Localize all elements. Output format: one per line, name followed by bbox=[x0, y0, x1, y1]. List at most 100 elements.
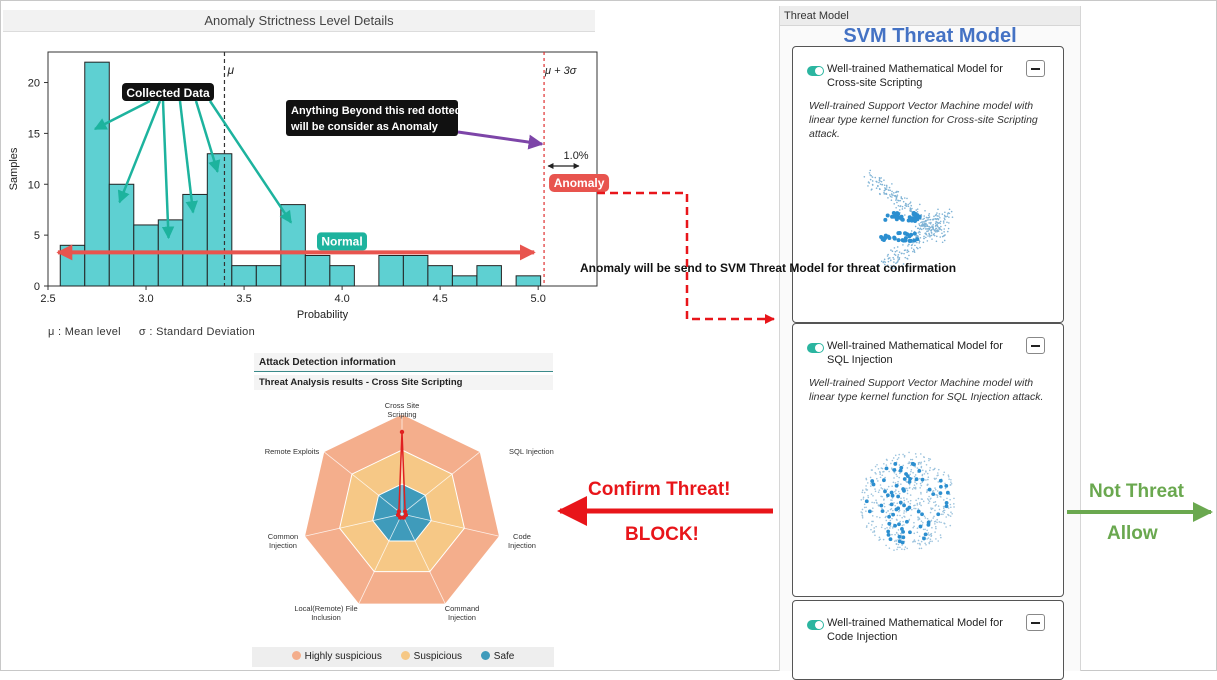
radar-series-point bbox=[402, 509, 408, 514]
scatter-point bbox=[897, 480, 899, 483]
scatter-point bbox=[930, 234, 933, 237]
scatter-point bbox=[870, 528, 872, 531]
scatter-point bbox=[910, 508, 913, 511]
scatter-point bbox=[943, 471, 946, 474]
scatter-point bbox=[935, 227, 937, 230]
histogram-bar bbox=[206, 153, 233, 287]
scatter-point bbox=[925, 233, 928, 236]
scatter-point bbox=[883, 179, 885, 181]
scatter-point bbox=[896, 458, 899, 461]
scatter-point bbox=[939, 236, 942, 238]
legend-note: μ : Mean level σ : Standard Deviation bbox=[48, 326, 255, 338]
scatter-point bbox=[873, 530, 876, 533]
scatter-point bbox=[912, 540, 915, 543]
scatter-point bbox=[891, 499, 893, 501]
scatter-point bbox=[867, 496, 870, 499]
scatter-point bbox=[869, 476, 872, 479]
scatter-point bbox=[922, 225, 924, 227]
scatter-point bbox=[908, 462, 911, 464]
scatter-point bbox=[928, 232, 930, 235]
scatter-point bbox=[906, 249, 909, 252]
scatter-point bbox=[861, 508, 864, 511]
scatter-point bbox=[893, 549, 895, 551]
scatter-point bbox=[935, 220, 937, 223]
scatter-point bbox=[927, 235, 929, 237]
scatter-point bbox=[939, 495, 941, 498]
radar-series-point bbox=[401, 515, 406, 520]
scatter-point bbox=[916, 467, 919, 469]
scatter-point bbox=[927, 476, 930, 479]
scatter-point bbox=[917, 247, 919, 250]
scatter-point bbox=[863, 175, 866, 178]
scatter-point bbox=[925, 543, 927, 546]
scatter-point bbox=[935, 527, 937, 530]
scatter-point bbox=[874, 176, 877, 179]
scatter-point bbox=[942, 473, 945, 476]
scatter-point bbox=[916, 208, 919, 210]
scatter-point bbox=[920, 498, 923, 500]
scatter-point bbox=[904, 256, 907, 259]
collapse-icon[interactable] bbox=[1026, 60, 1045, 77]
scatter-point bbox=[916, 531, 919, 534]
scatter-point bbox=[925, 463, 928, 466]
toggle-switch-icon[interactable] bbox=[807, 620, 824, 630]
scatter-point bbox=[909, 499, 912, 502]
scatter-point bbox=[898, 251, 901, 253]
scatter-point bbox=[891, 517, 893, 520]
scatter-point bbox=[932, 468, 934, 471]
scatter-point-dense bbox=[864, 499, 869, 504]
scatter-point bbox=[865, 510, 867, 512]
scatter-point-dense bbox=[900, 238, 905, 243]
scatter-point bbox=[918, 547, 921, 550]
scatter-point bbox=[926, 219, 929, 221]
scatter-point bbox=[900, 252, 903, 255]
scatter-point bbox=[916, 241, 918, 244]
scatter-point bbox=[950, 481, 952, 483]
scatter-point-dense bbox=[931, 492, 936, 497]
scatter-point bbox=[881, 183, 883, 186]
scatter-point-dense bbox=[886, 234, 891, 239]
scatter-point bbox=[914, 453, 917, 455]
scatter-point bbox=[897, 204, 900, 207]
radar-axis-label: SQL Injection bbox=[509, 447, 554, 456]
scatter-point bbox=[938, 228, 941, 230]
scatter-point bbox=[922, 222, 924, 224]
scatter-point bbox=[874, 488, 876, 490]
scatter-point bbox=[934, 222, 937, 225]
toggle-switch-icon[interactable] bbox=[807, 66, 824, 76]
scatter-point bbox=[916, 504, 919, 506]
scatter-point-dense bbox=[944, 504, 949, 509]
collapse-icon[interactable] bbox=[1026, 614, 1045, 631]
scatter-point bbox=[942, 507, 945, 510]
radar-axis-label: Remote Exploits bbox=[265, 447, 320, 456]
threat-analysis-subheader: Threat Analysis results - Cross Site Scr… bbox=[254, 375, 553, 390]
scatter-point bbox=[916, 527, 919, 530]
scatter-point-dense bbox=[938, 484, 943, 489]
scatter-point bbox=[926, 538, 928, 540]
scatter-point bbox=[936, 490, 939, 492]
scatter-point bbox=[925, 236, 927, 239]
scatter-point bbox=[895, 539, 897, 542]
anomaly-badge bbox=[549, 174, 610, 192]
scatter-point bbox=[868, 172, 871, 174]
radar-axis-label: Injection bbox=[508, 541, 536, 550]
scatter-point bbox=[903, 512, 905, 514]
scatter-point-dense bbox=[912, 462, 916, 467]
scatter-point bbox=[867, 185, 869, 187]
scatter-point bbox=[874, 471, 876, 474]
scatter-point bbox=[935, 240, 938, 243]
scatter-point bbox=[906, 489, 909, 492]
histogram-title: Anomaly Strictness Level Details bbox=[3, 10, 595, 32]
toggle-switch-icon[interactable] bbox=[807, 343, 824, 353]
collapse-icon[interactable] bbox=[1026, 337, 1045, 354]
scatter-point bbox=[885, 184, 888, 187]
scatter-point bbox=[860, 499, 863, 501]
scatter-point bbox=[920, 520, 923, 522]
scatter-point bbox=[944, 218, 946, 221]
scatter-point bbox=[861, 515, 864, 517]
scatter-point bbox=[903, 456, 906, 458]
scatter-point bbox=[920, 453, 922, 455]
scatter-point bbox=[883, 189, 886, 192]
scatter-point-dense bbox=[885, 493, 890, 498]
scatter-point bbox=[910, 244, 913, 247]
